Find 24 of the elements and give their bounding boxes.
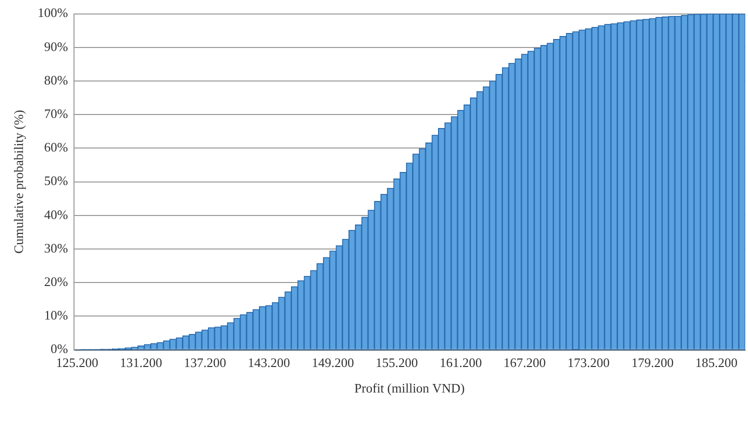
y-tick-label: 60% — [44, 140, 68, 155]
y-tick-label: 30% — [44, 240, 68, 256]
x-tick-label: 173.200 — [567, 355, 610, 370]
y-tick-label: 100% — [38, 5, 68, 20]
x-tick-label: 161.200 — [440, 355, 482, 370]
y-tick-label: 90% — [44, 38, 68, 54]
x-tick-label: 143.200 — [248, 355, 290, 370]
x-axis-title: Profit (million VND) — [354, 380, 465, 396]
x-tick-label: 185.200 — [695, 355, 738, 370]
y-tick-label: 0% — [50, 341, 68, 356]
y-tick-label: 50% — [44, 173, 68, 188]
y-tick-label: 80% — [44, 72, 68, 88]
x-tick-label: 131.200 — [120, 355, 162, 370]
x-tick-label: 149.200 — [312, 355, 354, 370]
x-tick-label: 167.200 — [504, 355, 546, 370]
y-tick-label: 40% — [44, 206, 68, 222]
y-tick-label: 20% — [44, 274, 68, 290]
y-axis-title: Cumulative probability (%) — [11, 110, 26, 254]
x-tick-label: 125.200 — [56, 355, 98, 370]
y-tick-label: 70% — [44, 106, 68, 122]
x-tick-label: 137.200 — [184, 355, 226, 370]
x-tick-label: 155.200 — [376, 355, 418, 370]
y-tick-label: 10% — [44, 308, 68, 323]
x-tick-label: 179.200 — [631, 355, 674, 370]
